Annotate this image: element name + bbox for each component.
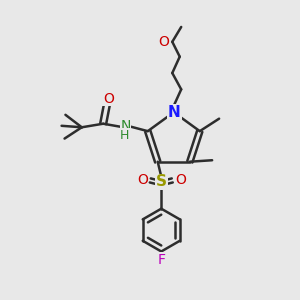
Text: S: S	[156, 174, 167, 189]
Text: O: O	[175, 173, 186, 188]
Text: O: O	[158, 35, 169, 49]
Text: N: N	[120, 119, 131, 133]
Text: F: F	[157, 253, 165, 267]
Text: H: H	[120, 129, 130, 142]
Text: O: O	[137, 173, 148, 188]
Text: N: N	[168, 105, 181, 120]
Text: O: O	[103, 92, 114, 106]
